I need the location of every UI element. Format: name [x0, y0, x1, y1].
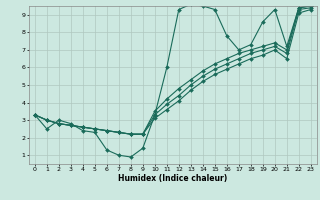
X-axis label: Humidex (Indice chaleur): Humidex (Indice chaleur) — [118, 174, 228, 183]
